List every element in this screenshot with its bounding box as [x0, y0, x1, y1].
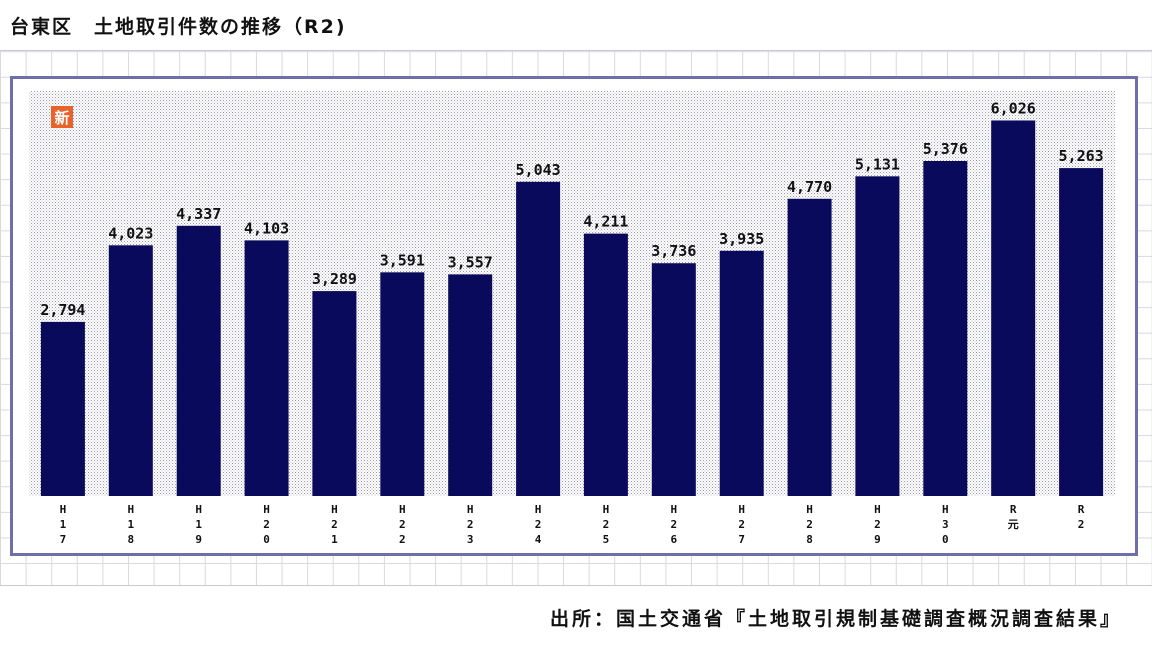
- value-label-H24: 5,043: [516, 161, 561, 179]
- value-label-H30: 5,376: [923, 140, 968, 158]
- value-label-H22: 3,591: [380, 251, 425, 269]
- bar-H20: [244, 240, 289, 496]
- source-note: 出所：国土交通省『土地取引規制基礎調査概況調査結果』: [549, 608, 1122, 630]
- value-label-H27: 3,935: [719, 230, 764, 248]
- value-label-R2: 5,263: [1059, 147, 1104, 165]
- value-label-R元: 6,026: [991, 100, 1036, 118]
- value-label-H19: 4,337: [176, 205, 221, 223]
- value-label-H25: 4,211: [583, 213, 628, 231]
- bar-H21: [312, 291, 357, 496]
- bar-H25: [583, 233, 628, 496]
- value-labels-group: 2,794 4,023 4,337 4,103 3,289 3,591 3,557 5,043…: [40, 100, 1103, 319]
- value-label-H21: 3,289: [312, 270, 357, 288]
- value-label-H18: 4,023: [108, 224, 153, 242]
- bar-H29: [855, 176, 900, 497]
- value-label-H29: 5,131: [855, 155, 900, 173]
- bar-H28: [787, 198, 832, 497]
- title-bar: 台東区 土地取引件数の推移（R2): [0, 0, 1152, 51]
- bar-H24: [516, 181, 561, 497]
- new-badge-label: 新: [54, 109, 69, 127]
- value-label-H17: 2,794: [40, 301, 85, 319]
- bar-chart: 新 2,794 4,023 4,337 4,103 3,289 3,591 3,557 5,0…: [29, 91, 1115, 546]
- source-bar: 出所：国土交通省『土地取引規制基礎調査概況調査結果』: [0, 585, 1152, 648]
- value-label-H28: 4,770: [787, 178, 832, 196]
- bar-H26: [651, 263, 696, 496]
- bar-H17: [40, 321, 85, 496]
- bar-R元: [991, 120, 1036, 496]
- new-badge: 新: [51, 106, 73, 128]
- bar-H23: [448, 274, 493, 496]
- bar-H22: [380, 272, 425, 496]
- value-label-H23: 3,557: [448, 253, 493, 271]
- bars-group: [40, 120, 1104, 497]
- page-title: 台東区 土地取引件数の推移（R2): [10, 16, 347, 38]
- chart-frame: 新 2,794 4,023 4,337 4,103 3,289 3,591 3,557 5,0…: [10, 76, 1138, 556]
- bar-H30: [923, 161, 968, 496]
- value-label-H26: 3,736: [651, 242, 696, 260]
- value-label-H20: 4,103: [244, 219, 289, 237]
- x-tick-labels-group: H 1 7 H 1 8 H 1 9 H 2 0 H 2 1 H 2 2 H 2 3 H 2 4 H 2 5 H 2 6 H 2 7 H 2 8 H 2 9 H…: [60, 503, 1085, 546]
- bar-H27: [719, 250, 764, 496]
- bar-H18: [108, 245, 153, 496]
- bar-R2: [1059, 168, 1104, 496]
- bar-H19: [176, 225, 221, 497]
